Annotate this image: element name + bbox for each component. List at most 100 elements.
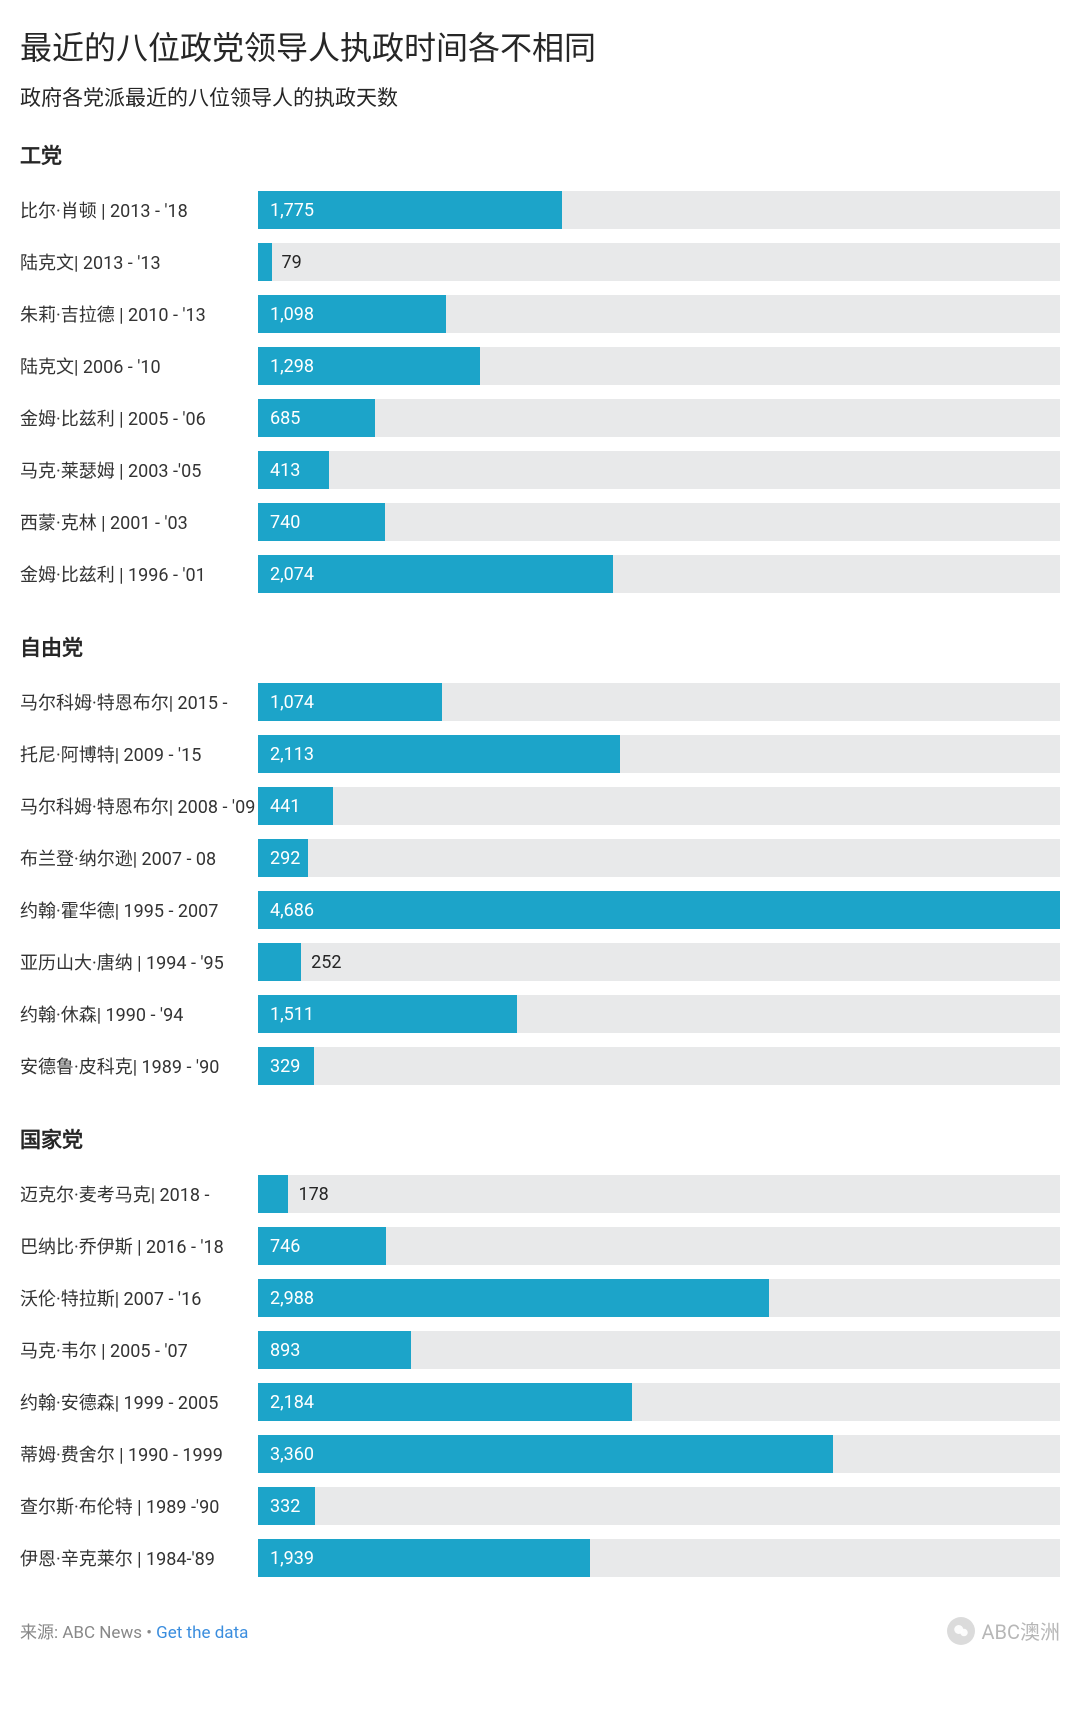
bar-track: 2,988 xyxy=(258,1279,1060,1317)
chart-body: 工党比尔·肖顿 | 2013 - '181,775陆克文| 2013 - '13… xyxy=(20,140,1060,1584)
bar-track: 1,098 xyxy=(258,295,1060,333)
watermark-text: ABC澳洲 xyxy=(981,1616,1060,1645)
bar-row: 朱莉·吉拉德 | 2010 - '131,098 xyxy=(20,288,1060,340)
bar-row: 蒂姆·费舍尔 | 1990 - 19993,360 xyxy=(20,1428,1060,1480)
bar-value: 292 xyxy=(258,848,300,869)
bar-fill: 1,298 xyxy=(258,347,480,385)
bar-fill: 685 xyxy=(258,399,375,437)
bar-fill: 746 xyxy=(258,1227,386,1265)
bar-track: 252 xyxy=(258,943,1060,981)
bar-row: 马克·韦尔 | 2005 - '07893 xyxy=(20,1324,1060,1376)
bar-value: 3,360 xyxy=(258,1444,314,1465)
bar-row: 马克·莱瑟姆 | 2003 -'05413 xyxy=(20,444,1060,496)
bar-fill: 1,074 xyxy=(258,683,442,721)
bar-fill: 893 xyxy=(258,1331,411,1369)
source-prefix: 来源: xyxy=(20,1623,62,1643)
bar-label: 布兰登·纳尔逊| 2007 - 08 xyxy=(20,845,258,871)
bar-value: 740 xyxy=(258,512,300,533)
bar-track: 1,298 xyxy=(258,347,1060,385)
bar-label: 伊恩·辛克莱尔 | 1984-'89 xyxy=(20,1545,258,1571)
bar-value: 79 xyxy=(272,252,302,273)
bar-label: 约翰·休森| 1990 - '94 xyxy=(20,1001,258,1027)
bar-row: 迈克尔·麦考马克| 2018 -178 xyxy=(20,1168,1060,1220)
bar-row: 马尔科姆·特恩布尔| 2008 - '09441 xyxy=(20,780,1060,832)
group-name: 工党 xyxy=(20,140,1060,170)
bar-row: 沃伦·特拉斯| 2007 - '162,988 xyxy=(20,1272,1060,1324)
chart-footer: 来源: ABC News • Get the data ABC澳洲 xyxy=(20,1616,1060,1645)
chart-group: 工党比尔·肖顿 | 2013 - '181,775陆克文| 2013 - '13… xyxy=(20,140,1060,600)
chart-group: 自由党马尔科姆·特恩布尔| 2015 -1,074托尼·阿博特| 2009 - … xyxy=(20,632,1060,1092)
bar-track: 329 xyxy=(258,1047,1060,1085)
bar-track: 1,939 xyxy=(258,1539,1060,1577)
bar-value: 1,939 xyxy=(258,1548,314,1569)
bar-track: 2,184 xyxy=(258,1383,1060,1421)
bar-label: 马尔科姆·特恩布尔| 2015 - xyxy=(20,689,258,715)
bar-fill: 1,511 xyxy=(258,995,517,1033)
bar-fill xyxy=(258,1175,288,1213)
bar-track: 685 xyxy=(258,399,1060,437)
bar-value: 1,298 xyxy=(258,356,314,377)
bar-track: 1,074 xyxy=(258,683,1060,721)
bar-track: 1,775 xyxy=(258,191,1060,229)
bar-label: 蒂姆·费舍尔 | 1990 - 1999 xyxy=(20,1441,258,1467)
bar-value: 252 xyxy=(301,952,341,973)
bar-value: 329 xyxy=(258,1056,300,1077)
wechat-icon xyxy=(947,1617,975,1645)
bar-label: 朱莉·吉拉德 | 2010 - '13 xyxy=(20,301,258,327)
bar-fill: 441 xyxy=(258,787,333,825)
bar-label: 西蒙·克林 | 2001 - '03 xyxy=(20,509,258,535)
bar-track: 2,074 xyxy=(258,555,1060,593)
bar-fill: 2,184 xyxy=(258,1383,632,1421)
get-data-link[interactable]: Get the data xyxy=(156,1623,248,1643)
bar-row: 查尔斯·布伦特 | 1989 -'90332 xyxy=(20,1480,1060,1532)
bar-label: 迈克尔·麦考马克| 2018 - xyxy=(20,1181,258,1207)
bar-fill: 740 xyxy=(258,503,385,541)
bar-label: 约翰·安德森| 1999 - 2005 xyxy=(20,1389,258,1415)
bar-row: 布兰登·纳尔逊| 2007 - 08292 xyxy=(20,832,1060,884)
bar-label: 陆克文| 2013 - '13 xyxy=(20,249,258,275)
bar-value: 1,098 xyxy=(258,304,314,325)
bar-track: 740 xyxy=(258,503,1060,541)
bar-label: 约翰·霍华德| 1995 - 2007 xyxy=(20,897,258,923)
bar-label: 马尔科姆·特恩布尔| 2008 - '09 xyxy=(20,793,258,819)
bar-track: 178 xyxy=(258,1175,1060,1213)
bar-value: 893 xyxy=(258,1340,300,1361)
bar-fill: 292 xyxy=(258,839,308,877)
bar-label: 马克·莱瑟姆 | 2003 -'05 xyxy=(20,457,258,483)
bar-fill: 413 xyxy=(258,451,329,489)
bar-label: 马克·韦尔 | 2005 - '07 xyxy=(20,1337,258,1363)
bar-value: 1,511 xyxy=(258,1004,314,1025)
bar-row: 伊恩·辛克莱尔 | 1984-'891,939 xyxy=(20,1532,1060,1584)
bar-fill: 2,074 xyxy=(258,555,613,593)
bar-value: 1,775 xyxy=(258,200,314,221)
bar-row: 金姆·比兹利 | 2005 - '06685 xyxy=(20,392,1060,444)
bar-label: 亚历山大·唐纳 | 1994 - '95 xyxy=(20,949,258,975)
bar-row: 金姆·比兹利 | 1996 - '012,074 xyxy=(20,548,1060,600)
bar-value: 1,074 xyxy=(258,692,314,713)
bar-label: 比尔·肖顿 | 2013 - '18 xyxy=(20,197,258,223)
bar-track: 893 xyxy=(258,1331,1060,1369)
bar-fill: 2,113 xyxy=(258,735,620,773)
chart-subtitle: 政府各党派最近的八位领导人的执政天数 xyxy=(20,82,1060,112)
watermark: ABC澳洲 xyxy=(947,1616,1060,1645)
bar-track: 441 xyxy=(258,787,1060,825)
bar-row: 比尔·肖顿 | 2013 - '181,775 xyxy=(20,184,1060,236)
bar-track: 79 xyxy=(258,243,1060,281)
bar-fill: 1,939 xyxy=(258,1539,590,1577)
bar-value: 413 xyxy=(258,460,300,481)
bar-fill: 4,686 xyxy=(258,891,1060,929)
bar-label: 查尔斯·布伦特 | 1989 -'90 xyxy=(20,1493,258,1519)
bar-track: 4,686 xyxy=(258,891,1060,929)
bar-value: 4,686 xyxy=(258,900,314,921)
bar-label: 金姆·比兹利 | 2005 - '06 xyxy=(20,405,258,431)
group-name: 自由党 xyxy=(20,632,1060,662)
bar-row: 陆克文| 2013 - '13 79 xyxy=(20,236,1060,288)
bar-track: 292 xyxy=(258,839,1060,877)
bar-label: 巴纳比·乔伊斯 | 2016 - '18 xyxy=(20,1233,258,1259)
bar-row: 巴纳比·乔伊斯 | 2016 - '18746 xyxy=(20,1220,1060,1272)
bar-fill xyxy=(258,243,272,281)
bar-track: 2,113 xyxy=(258,735,1060,773)
bar-label: 金姆·比兹利 | 1996 - '01 xyxy=(20,561,258,587)
bar-label: 安德鲁·皮科克| 1989 - '90 xyxy=(20,1053,258,1079)
bar-track: 1,511 xyxy=(258,995,1060,1033)
